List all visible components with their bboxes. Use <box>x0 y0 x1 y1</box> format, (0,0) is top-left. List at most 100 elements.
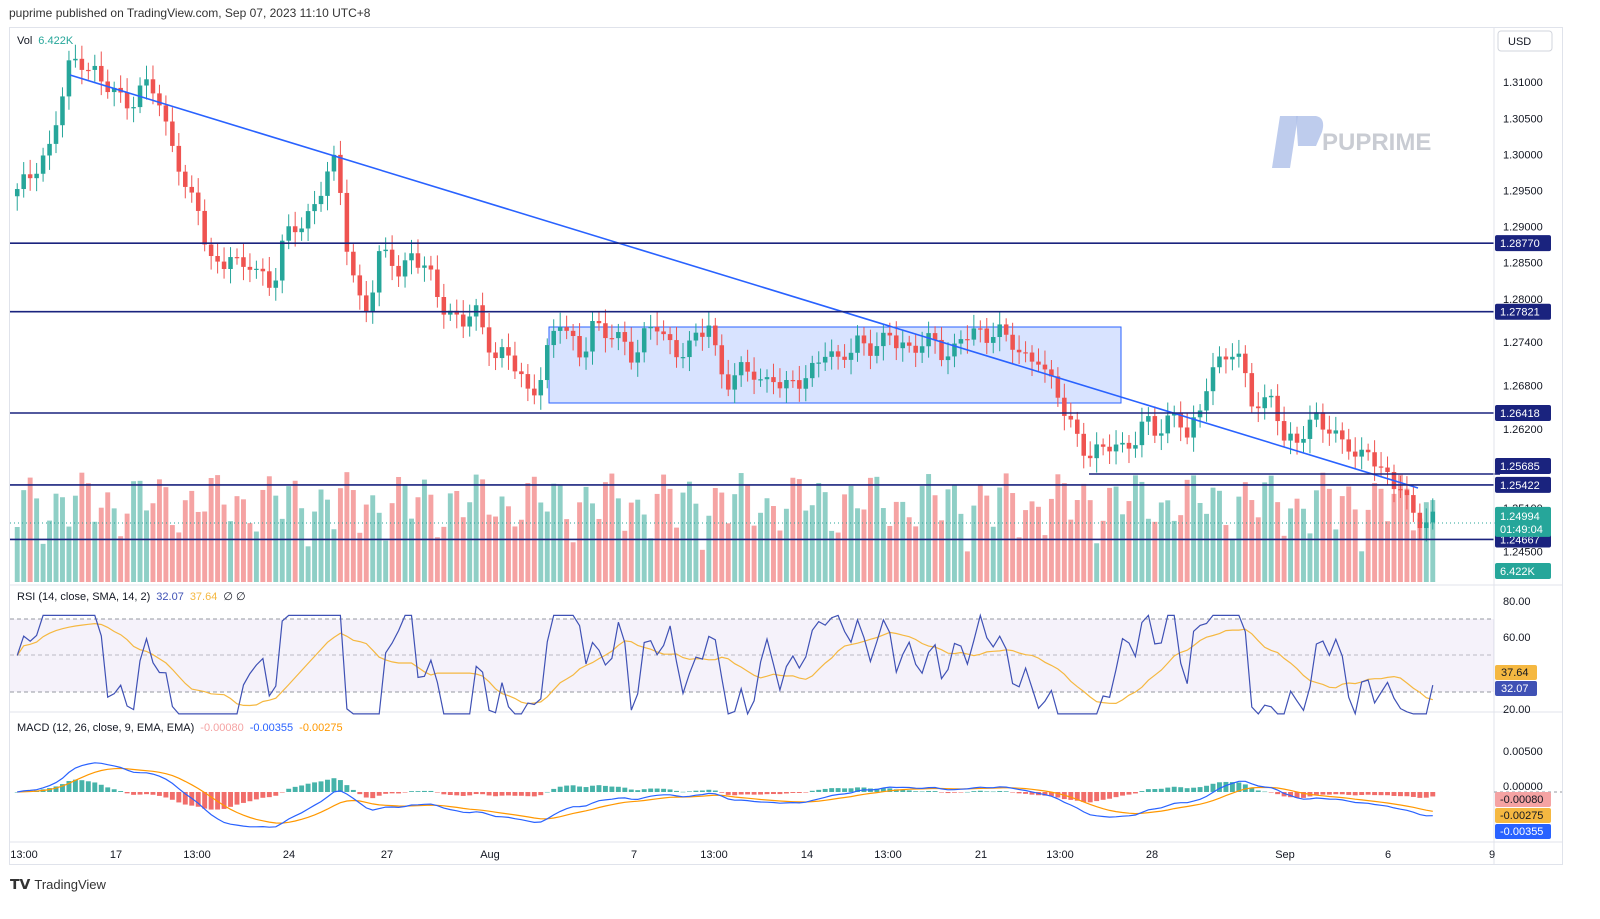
price-tick-7: 1.28000 <box>1503 294 1543 306</box>
macd-hist-bar <box>1417 792 1423 798</box>
macd-hist-bar <box>499 792 505 796</box>
candle-body <box>163 105 169 122</box>
candle-body <box>1184 427 1190 438</box>
volume-bar <box>286 486 292 582</box>
candle-body <box>564 327 569 331</box>
macd-hist-bar <box>719 792 725 793</box>
macd-hist-bar <box>1242 784 1248 792</box>
volume-bar <box>680 492 686 582</box>
candle-body <box>480 305 485 328</box>
price-tick-8: 1.27400 <box>1503 337 1543 349</box>
candle-body <box>1411 495 1416 513</box>
candle-body <box>144 79 149 86</box>
macd-hist-bar <box>53 786 59 792</box>
volume-bar <box>648 538 654 582</box>
macd-hist-bar <box>771 792 776 795</box>
macd-hist-bar <box>279 792 285 793</box>
candle-body <box>1230 356 1235 360</box>
consolidation-box <box>548 326 1122 404</box>
candle-body <box>1036 361 1041 365</box>
macd-hist-bar <box>1087 792 1093 803</box>
macd-hist-bar <box>266 792 272 798</box>
macd-hist-bar <box>583 787 589 792</box>
volume-bar <box>686 481 692 582</box>
candle-body <box>771 377 776 383</box>
candle-body <box>1217 356 1222 368</box>
volume-bar <box>732 494 738 582</box>
macd-hist-bar <box>131 792 137 795</box>
volume-bar <box>266 476 272 582</box>
volume-bar <box>1352 509 1358 582</box>
candle-body <box>325 171 330 196</box>
candle-body <box>215 256 220 262</box>
macd-hist-bar <box>919 791 925 793</box>
macd-hist-bar <box>1178 787 1184 792</box>
candle-body <box>952 343 957 357</box>
x-tick-3: 24 <box>283 849 295 861</box>
rsi-extra: ∅ ∅ <box>223 591 245 603</box>
volume-bar <box>1171 520 1177 582</box>
candle-body <box>551 330 556 346</box>
macd-hist-bar <box>1352 792 1358 796</box>
candle-body <box>1372 452 1377 467</box>
x-tick-6: 7 <box>631 849 637 861</box>
candle-body <box>208 244 214 257</box>
macd-hist-bar <box>1003 791 1009 792</box>
macd-hist-bar <box>312 782 318 792</box>
x-tick-1: 17 <box>110 849 122 861</box>
price-tick-5: 1.29000 <box>1503 222 1543 234</box>
svg-text:RSI (14, close, SMA, 14, 2)32.: RSI (14, close, SMA, 14, 2) 32.07 37.64 ∅ ∅ <box>17 591 246 603</box>
candle-body <box>273 280 279 288</box>
volume-bar <box>1204 513 1209 582</box>
volume-bar <box>913 526 919 582</box>
candle-body <box>965 339 970 341</box>
volume-bar <box>1010 493 1016 582</box>
volume-bar <box>1120 514 1125 582</box>
candle-body <box>189 186 195 193</box>
candle-body <box>848 352 854 360</box>
candle-body <box>260 268 266 272</box>
candle-body <box>1249 373 1255 407</box>
volume-bar <box>1139 481 1145 582</box>
price-tick-10: 1.26200 <box>1503 424 1543 436</box>
macd-hist-bar <box>402 792 408 793</box>
candle-body <box>1294 433 1300 443</box>
candle-body <box>693 332 699 341</box>
candle-body <box>1262 397 1267 409</box>
macd-hist-bar <box>434 792 440 793</box>
volume-bar <box>1217 490 1222 582</box>
macd-hist-bar <box>628 789 634 792</box>
x-tick-7: 13:00 <box>700 849 728 861</box>
candle-body <box>984 328 990 343</box>
macd-hist-bar <box>473 792 479 795</box>
candle-body <box>86 69 91 72</box>
volume-bar <box>1197 502 1203 582</box>
level-badge-0 <box>1495 235 1551 252</box>
volume-bar <box>635 499 641 582</box>
candle-body <box>124 92 130 109</box>
volume-bar <box>105 492 111 582</box>
countdown-label: 01:49:04 <box>1500 524 1543 536</box>
macd-label: MACD (12, 26, close, 9, EMA, EMA) <box>17 722 194 734</box>
candle-body <box>254 268 259 270</box>
macd-hist-bar <box>1023 792 1029 794</box>
macd-hist-bar <box>396 792 402 794</box>
volume-bar <box>564 519 570 582</box>
volume-bar <box>628 502 634 582</box>
volume-bar <box>977 484 983 582</box>
volume-bar <box>85 483 91 582</box>
macd-hist-bar <box>486 792 492 796</box>
volume-bar <box>699 549 705 582</box>
candle-body <box>557 327 563 331</box>
candle-body <box>1068 415 1074 420</box>
macd-hist-bar <box>1229 782 1235 792</box>
candle-body <box>389 249 395 266</box>
macd-hist-bar <box>803 792 809 793</box>
currency-box[interactable] <box>1497 30 1553 52</box>
macd-hist-bar <box>247 792 253 802</box>
macd-hist-bar <box>648 788 654 792</box>
volume-bar <box>512 526 518 582</box>
rsi-value: 32.07 <box>156 591 184 603</box>
